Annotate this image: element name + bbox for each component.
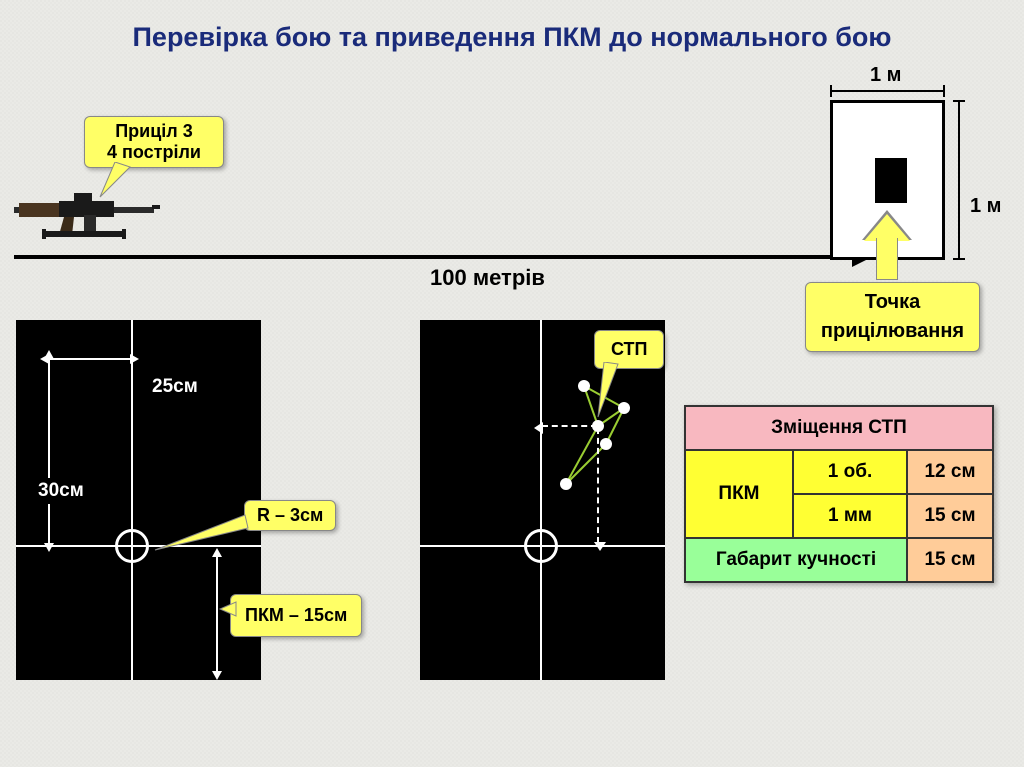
left-cross-v (131, 320, 133, 680)
sight-line1: Приціл 3 (97, 121, 211, 142)
table-header: Зміщення СТП (685, 406, 993, 450)
target-silhouette (875, 158, 907, 203)
radius-callout-tail (150, 510, 250, 560)
target-dim-side-line (958, 100, 960, 260)
aim-arrow-icon (862, 210, 912, 280)
distance-label: 100 метрів (430, 265, 545, 291)
table-value: 15 см (907, 494, 993, 538)
radius-callout: R – 3см (244, 500, 336, 531)
left-target: 25см 30см (16, 320, 261, 680)
table-footer-value: 15 см (907, 538, 993, 582)
target-dim-top-line (830, 90, 945, 92)
offset-table: Зміщення СТП ПКМ 1 об. 12 см 1 мм 15 см … (684, 405, 994, 583)
left-aim-circle (115, 529, 149, 563)
sight-callout: Приціл 3 4 постріли (84, 116, 224, 168)
pkm-height-callout: ПКМ – 15см (230, 594, 362, 637)
pkm-callout-tail (218, 600, 238, 620)
shot-dot (560, 478, 572, 490)
left-dim-side-label: 30см (32, 478, 90, 504)
table-row: Габарит кучності 15 см (685, 538, 993, 582)
page-title: Перевірка бою та приведення ПКМ до норма… (0, 22, 1024, 53)
weapon-icon (14, 185, 164, 245)
shot-dot (600, 438, 612, 450)
aim-point-line1: Точка (812, 291, 973, 314)
shot-dot (578, 380, 590, 392)
table-unit: 1 мм (793, 494, 907, 538)
left-dim-top-arrow (48, 358, 131, 360)
target-dim-width: 1 м (870, 64, 901, 87)
stp-callout-tail (596, 362, 626, 422)
aim-point-callout: Точка прицілювання (805, 282, 980, 352)
dash-offset-h (542, 425, 597, 427)
table-value: 12 см (907, 450, 993, 494)
table-unit: 1 об. (793, 450, 907, 494)
distance-arrow (14, 255, 854, 259)
dash-offset-v (597, 428, 599, 543)
left-dim-side-arrow (48, 358, 50, 544)
right-target (420, 320, 665, 680)
aim-point-line2: прицілювання (812, 320, 973, 343)
target-dim-height: 1 м (970, 195, 1001, 218)
table-row: ПКМ 1 об. 12 см (685, 450, 993, 494)
sight-line2: 4 постріли (97, 142, 211, 163)
shot-group-lines (420, 320, 665, 680)
table-footer-label: Габарит кучності (685, 538, 907, 582)
table-weapon: ПКМ (685, 450, 793, 538)
left-dim-top-label: 25см (152, 376, 198, 398)
